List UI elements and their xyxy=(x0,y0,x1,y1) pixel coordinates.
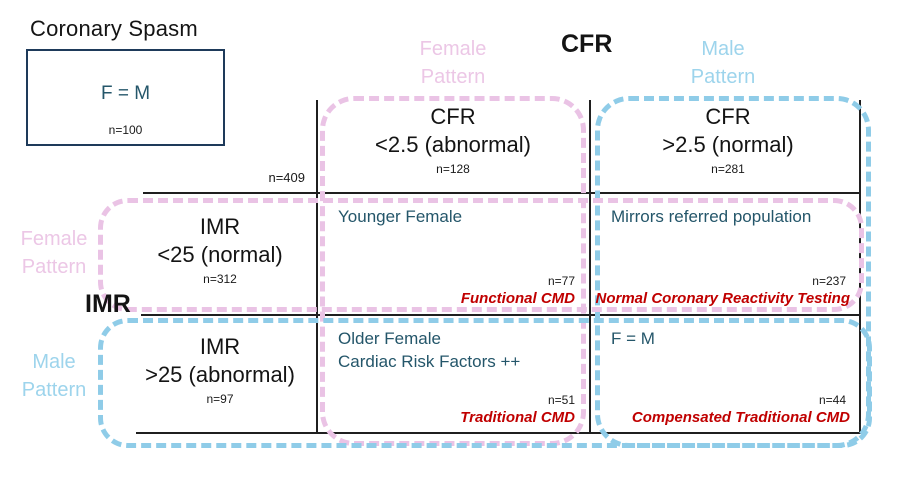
female-pattern-row-outline xyxy=(98,198,864,312)
coronary-spasm-title: Coronary Spasm xyxy=(30,16,198,41)
cell-n: n=237 xyxy=(812,274,846,288)
male-pattern-left-label: Male Pattern xyxy=(21,351,87,401)
cell-description: Mirrors referred population xyxy=(611,207,812,226)
cell-diagnosis: Functional CMD xyxy=(460,290,575,307)
cell-n: n=77 xyxy=(547,274,575,288)
row-header-imr-abnormal: IMR >25 (abnormal) n=97 xyxy=(145,334,295,406)
imr-axis-title: IMR xyxy=(85,290,131,318)
male-pattern-row-outline xyxy=(98,318,872,448)
column-header-cfr-abnormal: CFR <2.5 (abnormal) n=128 xyxy=(375,104,531,176)
cell-compensated-traditional-cmd: F = M n=44 Compensated Traditional CMD xyxy=(597,319,855,433)
cfr-axis-title: CFR xyxy=(561,30,613,58)
cell-description: Younger Female xyxy=(338,207,463,226)
cell-traditional-cmd: Older Female Cardiac Risk Factors ++ n=5… xyxy=(322,319,584,433)
cell-normal-reactivity: Mirrors referred population n=237 Normal… xyxy=(595,197,855,315)
cell-functional-cmd: Younger Female n=77 Functional CMD xyxy=(322,197,584,315)
grid-line-middle-vertical xyxy=(589,100,591,434)
female-pattern-left-label: Female Pattern xyxy=(20,228,88,278)
cell-description: F = M xyxy=(611,329,655,348)
male-pattern-top-label: Male Pattern xyxy=(690,38,756,88)
grid-line-row-divider xyxy=(141,314,861,316)
female-pattern-top-label: Female Pattern xyxy=(419,38,487,88)
cell-diagnosis: Normal Coronary Reactivity Testing xyxy=(595,290,850,307)
total-n-label: n=409 xyxy=(268,170,305,185)
grid-line-bottom xyxy=(136,432,861,434)
coronary-spasm-box: F = M n=100 xyxy=(26,49,225,146)
row-header-imr-normal: IMR <25 (normal) n=312 xyxy=(157,214,283,286)
coronary-spasm-n: n=100 xyxy=(108,123,143,137)
cell-diagnosis: Compensated Traditional CMD xyxy=(631,409,850,426)
cell-n: n=44 xyxy=(818,393,846,407)
coronary-spasm-value: F = M xyxy=(100,83,151,104)
grid-line-header-bottom xyxy=(143,192,861,194)
column-header-cfr-normal: CFR >2.5 (normal) n=281 xyxy=(662,104,794,176)
cell-description: Older Female Cardiac Risk Factors ++ xyxy=(338,329,521,371)
cell-n: n=51 xyxy=(547,393,575,407)
cell-diagnosis: Traditional CMD xyxy=(460,409,575,426)
grid-line-left-vertical xyxy=(316,100,318,434)
